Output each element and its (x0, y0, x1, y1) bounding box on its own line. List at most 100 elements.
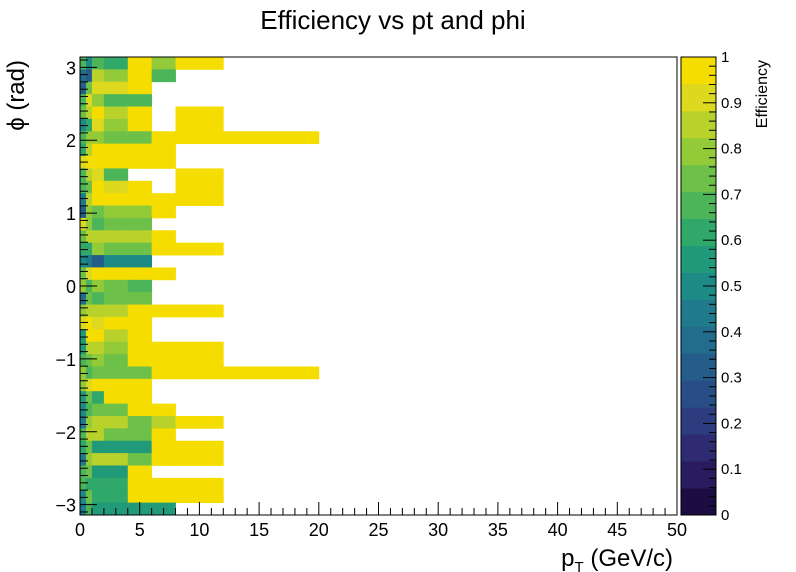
color-bar-title: Efficiency (754, 60, 771, 128)
x-tick-label: 50 (667, 520, 687, 540)
heatmap-cell (127, 453, 153, 466)
heatmap-cell (103, 465, 129, 479)
heatmap-cell (80, 477, 87, 491)
z-tick-label: 0.4 (721, 324, 742, 341)
heatmap-cell (175, 453, 224, 466)
heatmap-cell (127, 292, 153, 305)
heatmap-cell (85, 341, 93, 355)
heatmap-cell (127, 415, 153, 429)
heatmap-cell (85, 292, 93, 305)
heatmap-cell (127, 230, 153, 244)
heatmap-cell (91, 329, 105, 343)
x-tick-label: 0 (75, 520, 85, 540)
heatmap-cell (91, 94, 105, 107)
heatmap-cell (127, 329, 153, 343)
heatmap-cell (85, 316, 93, 330)
heatmap-cell (127, 94, 153, 107)
y-tick-label: −1 (55, 350, 76, 370)
heatmap-cell (127, 440, 153, 454)
heatmap-cell (151, 366, 176, 380)
y-tick-label: 3 (66, 58, 76, 78)
x-axis-title: pT (GeV/c) (561, 545, 673, 572)
heatmap-cell (85, 69, 93, 83)
heatmap-cell (91, 440, 105, 454)
heatmap-cell (175, 242, 224, 256)
heatmap-cell (80, 217, 87, 231)
heatmap-cell (85, 255, 93, 268)
heatmap-cell (80, 391, 87, 404)
heatmap-cell (175, 490, 224, 504)
heatmap-cell (175, 440, 224, 454)
heatmap-cell (91, 131, 105, 145)
heatmap-cell (80, 415, 87, 429)
color-bar-segment (681, 353, 716, 381)
heatmap-cell (175, 477, 224, 491)
heatmap-cell (151, 304, 176, 318)
heatmap-cell (85, 354, 93, 367)
heatmap-cell (91, 230, 105, 244)
heatmap-cell (91, 69, 105, 83)
heatmap-cell (85, 465, 93, 479)
heatmap-cell (103, 267, 129, 281)
heatmap-cell (151, 415, 176, 429)
heatmap-cell (85, 193, 93, 206)
heatmap-cell (80, 230, 87, 244)
color-bar-segment (681, 407, 716, 435)
heatmap-cell (127, 81, 153, 95)
heatmap-cell (80, 316, 87, 330)
heatmap-cell (85, 217, 93, 231)
heatmap-cell (175, 415, 224, 429)
heatmap-cell (175, 168, 224, 182)
heatmap-cell (85, 502, 93, 516)
heatmap-cell (127, 193, 153, 206)
heatmap-cell (85, 81, 93, 95)
heatmap-cell (103, 242, 129, 256)
heatmap-cell (91, 81, 105, 95)
x-tick-label: 15 (249, 520, 269, 540)
heatmap-cell (127, 490, 153, 504)
z-tick-label: 0.3 (721, 370, 742, 387)
heatmap-cell (91, 366, 105, 380)
color-bar-segment (681, 164, 716, 193)
heatmap-cell (175, 180, 224, 194)
heatmap-cell (127, 341, 153, 355)
heatmap-cell (80, 453, 87, 466)
heatmap-cell (80, 69, 87, 83)
heatmap-cell (91, 292, 105, 305)
heatmap-cell (103, 341, 129, 355)
x-tick-label: 5 (135, 520, 145, 540)
color-bar (681, 57, 716, 516)
heatmap-cell (175, 57, 224, 70)
heatmap-cell (85, 378, 93, 392)
heatmap-cell (127, 316, 153, 330)
heatmap-cell (127, 242, 153, 256)
x-tick-label: 30 (428, 520, 448, 540)
y-tick-label: −3 (55, 496, 76, 516)
heatmap-cell (91, 217, 105, 231)
heatmap-cell (151, 428, 176, 442)
y-tick-label: 2 (66, 131, 76, 151)
heatmap-cell (85, 329, 93, 343)
heatmap-cell (127, 428, 153, 442)
heatmap-cell (80, 81, 87, 95)
x-tick-label: 35 (488, 520, 508, 540)
heatmap-cell (85, 453, 93, 466)
heatmap-cell (91, 255, 105, 268)
z-tick-label: 0.8 (721, 141, 742, 158)
x-axis-title-main: p (561, 545, 574, 572)
heatmap-cell (80, 255, 87, 268)
heatmap-cell (103, 205, 129, 219)
y-axis-title: ϕ (rad) (3, 60, 30, 131)
heatmap-cell (151, 242, 176, 256)
heatmap-cell (85, 267, 93, 281)
heatmap-cell (85, 366, 93, 380)
heatmap-cell (103, 94, 129, 107)
heatmap-cell (91, 465, 105, 479)
x-tick-label: 40 (548, 520, 568, 540)
heatmap-cell (127, 279, 153, 293)
y-axis: −3 −2 −1 0 1 2 3 (55, 58, 97, 516)
heatmap-cell (91, 490, 105, 504)
heatmap-cell (151, 57, 176, 70)
heatmap-cell (103, 354, 129, 367)
heatmap-cell (103, 230, 129, 244)
